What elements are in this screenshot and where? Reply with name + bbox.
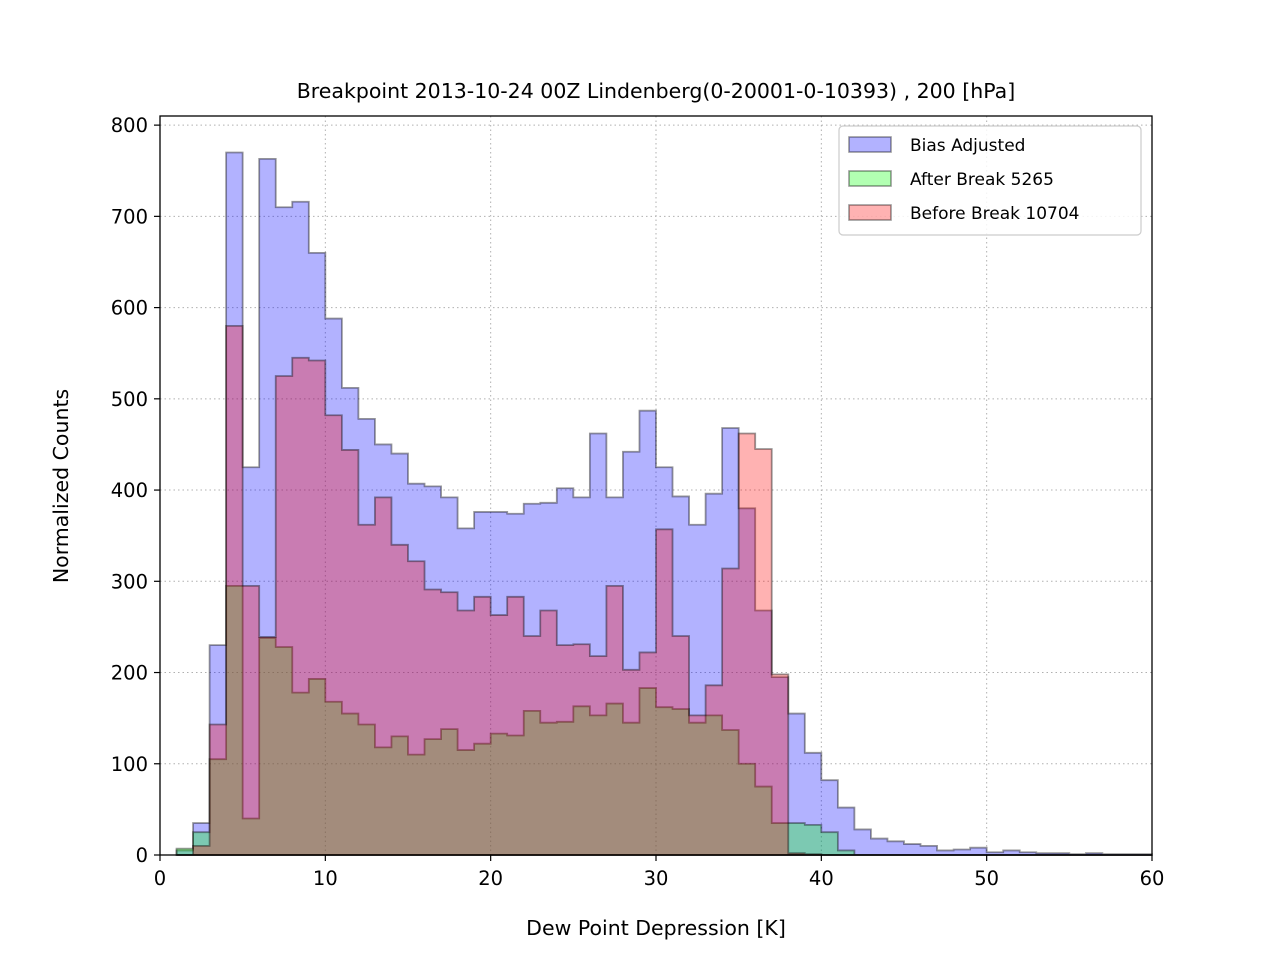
chart-title: Breakpoint 2013-10-24 00Z Lindenberg(0-2… bbox=[297, 79, 1016, 103]
y-axis-label: Normalized Counts bbox=[49, 389, 73, 583]
legend-swatch bbox=[848, 170, 892, 187]
legend-swatch bbox=[848, 204, 892, 221]
y-axis: 0 100 200 300 400 500 600 700 800 bbox=[111, 114, 160, 867]
x-tick-label: 0 bbox=[154, 867, 166, 890]
y-tick-label: 200 bbox=[111, 662, 148, 685]
histogram-series-1 bbox=[175, 151, 1153, 856]
y-tick-label: 700 bbox=[111, 205, 148, 228]
histogram-bars bbox=[175, 151, 1153, 856]
y-tick-label: 800 bbox=[111, 114, 148, 137]
y-tick-label: 0 bbox=[136, 844, 148, 867]
legend-label: Before Break 10704 bbox=[910, 204, 1079, 224]
legend-label: Bias Adjusted bbox=[910, 136, 1025, 156]
x-tick-label: 20 bbox=[478, 867, 503, 890]
y-tick-label: 300 bbox=[111, 570, 148, 593]
y-tick-label: 400 bbox=[111, 479, 148, 502]
legend: Bias Adjusted After Break 5265 Before Brea… bbox=[838, 125, 1142, 236]
legend-label: After Break 5265 bbox=[910, 170, 1054, 190]
y-tick-label: 100 bbox=[111, 753, 148, 776]
y-tick-label: 600 bbox=[111, 297, 148, 320]
x-axis-label: Dew Point Depression [K] bbox=[526, 916, 786, 940]
x-tick-label: 30 bbox=[644, 867, 669, 890]
x-tick-label: 40 bbox=[809, 867, 834, 890]
x-tick-label: 50 bbox=[974, 867, 999, 890]
x-tick-label: 10 bbox=[313, 867, 338, 890]
legend-frame bbox=[838, 125, 1142, 236]
grid-lines bbox=[160, 116, 1152, 855]
x-tick-label: 60 bbox=[1140, 867, 1165, 890]
legend-swatch bbox=[848, 136, 892, 153]
y-tick-label: 500 bbox=[111, 388, 148, 411]
x-axis: 0 10 20 30 40 50 60 bbox=[154, 855, 1165, 890]
histogram-series-3 bbox=[176, 324, 1152, 856]
